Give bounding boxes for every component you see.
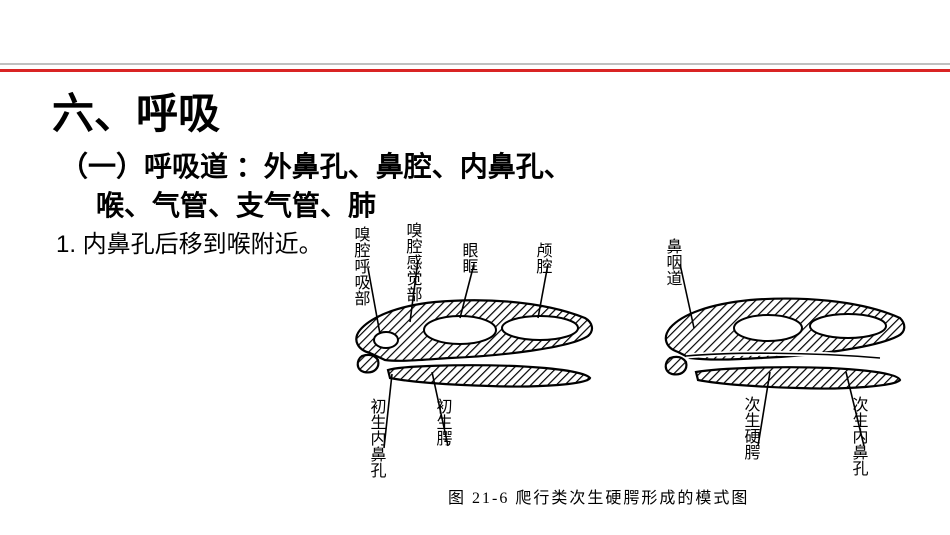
figure-caption: 图 21-6 爬行类次生硬腭形成的模式图 [448,484,749,508]
label-l1: 嗅腔呼吸部 [352,226,371,306]
bullet-1: 1. 内鼻孔后移到喉附近。 [56,224,323,259]
left-skull: 嗅腔呼吸部 嗅腔感觉部 眼眶 颅腔 初生内鼻孔 初生腭 [352,222,592,478]
right-skull: 鼻咽道 次生硬腭 次生内鼻孔 [664,238,905,477]
slide: 六、呼吸 （一）呼吸道 ：外鼻孔、鼻腔、内鼻孔、 喉、气管、支气管、肺 1. 内… [0,0,950,535]
label-l2: 嗅腔感觉部 [404,222,423,302]
label-r2: 次生硬腭 [742,396,761,461]
label-l3: 眼眶 [460,242,478,274]
rule-top [0,63,950,65]
label-l4: 颅腔 [534,242,553,275]
label-l5: 初生内鼻孔 [368,398,387,478]
label-l6: 初生腭 [434,398,453,447]
section-heading: 六、呼吸 [52,80,220,141]
rule-red [0,69,950,72]
label-r1: 鼻咽道 [664,238,683,286]
figure-diagram: 嗅腔呼吸部 嗅腔感觉部 眼眶 颅腔 初生内鼻孔 初生腭 [320,218,924,478]
label-r3: 次生内鼻孔 [850,396,869,477]
subheading-line1: （一）呼吸道 ：外鼻孔、鼻腔、内鼻孔、 [60,145,572,185]
